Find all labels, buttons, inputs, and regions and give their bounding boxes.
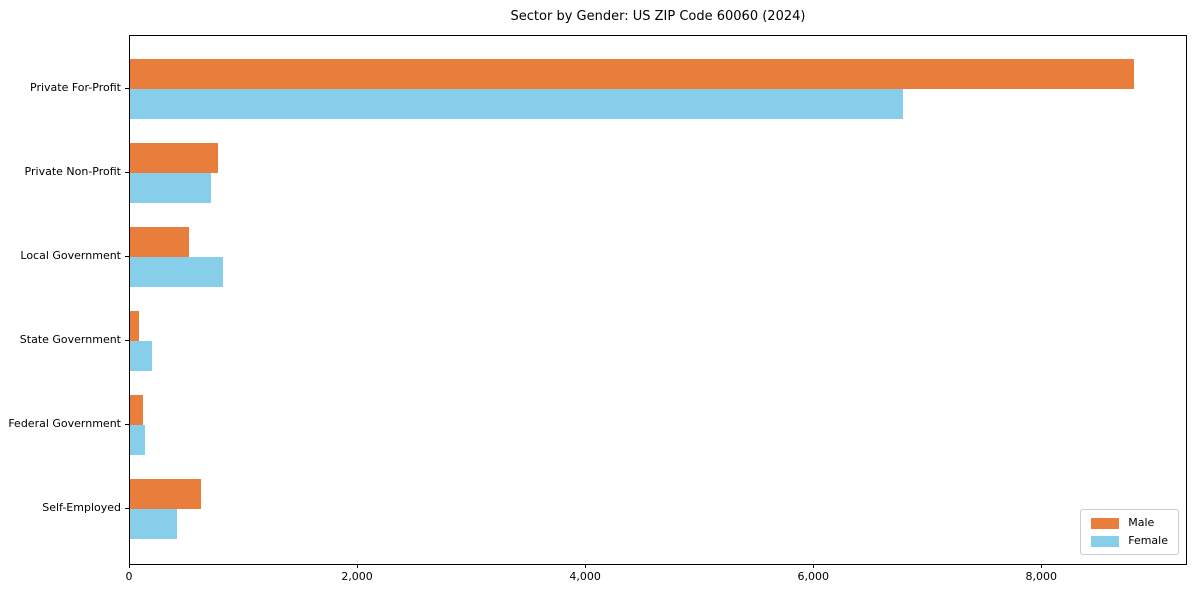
bar-self-employed-male <box>130 479 201 509</box>
bar-private-non-profit-female <box>130 173 211 203</box>
legend-item-female: Female <box>1091 535 1168 547</box>
ytick-label-private-for-profit: Private For-Profit <box>30 81 121 94</box>
legend-swatch-female-icon <box>1091 535 1120 547</box>
legend-label-female: Female <box>1128 534 1168 547</box>
xtick-label-4-000: 4,000 <box>569 570 601 583</box>
xtick-label-6-000: 6,000 <box>797 570 829 583</box>
ytick-label-self-employed: Self-Employed <box>42 501 121 514</box>
bar-state-government-male <box>130 311 139 341</box>
xtick-mark-2-000 <box>357 564 359 568</box>
xtick-label-2-000: 2,000 <box>341 570 373 583</box>
bar-local-government-male <box>130 227 189 257</box>
ytick-mark-state-government <box>125 340 129 341</box>
xtick-mark-6-000 <box>813 564 815 568</box>
ytick-label-private-non-profit: Private Non-Profit <box>24 165 121 178</box>
bar-state-government-female <box>130 341 152 371</box>
legend-label-male: Male <box>1128 516 1155 529</box>
bar-private-for-profit-female <box>130 89 903 119</box>
legend: Male Female <box>1080 509 1179 555</box>
plot-area: Male Female <box>129 35 1187 565</box>
ytick-label-federal-government: Federal Government <box>8 417 121 430</box>
ytick-mark-local-government <box>125 256 129 257</box>
ytick-label-local-government: Local Government <box>20 249 121 262</box>
bar-federal-government-female <box>130 425 145 455</box>
bar-federal-government-male <box>130 395 143 425</box>
xtick-mark-4-000 <box>585 564 587 568</box>
ytick-label-state-government: State Government <box>19 333 121 346</box>
xtick-mark-8-000 <box>1041 564 1043 568</box>
xtick-label-0: 0 <box>125 570 133 583</box>
ytick-mark-federal-government <box>125 424 129 425</box>
ytick-mark-self-employed <box>125 508 129 509</box>
legend-swatch-male-icon <box>1091 517 1120 529</box>
bar-local-government-female <box>130 257 223 287</box>
ytick-mark-private-non-profit <box>125 172 129 173</box>
chart-title: Sector by Gender: US ZIP Code 60060 (202… <box>510 9 806 24</box>
bar-private-for-profit-male <box>130 59 1134 89</box>
xtick-mark-0 <box>129 564 130 568</box>
legend-item-male: Male <box>1091 517 1168 529</box>
bar-private-non-profit-male <box>130 143 218 173</box>
ytick-mark-private-for-profit <box>125 88 129 89</box>
bar-self-employed-female <box>130 509 177 539</box>
xtick-label-8-000: 8,000 <box>1025 570 1058 583</box>
